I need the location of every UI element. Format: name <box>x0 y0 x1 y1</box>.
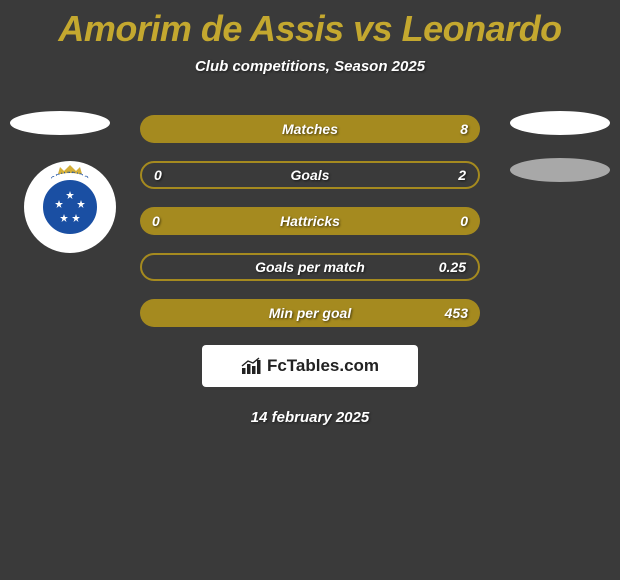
stat-label: Min per goal <box>140 305 480 321</box>
comparison-area: CRUZEIRO ESPORTE CLUBE Mat <box>0 115 620 426</box>
club-badge: CRUZEIRO ESPORTE CLUBE <box>24 161 116 253</box>
date-text: 14 february 2025 <box>0 409 620 426</box>
stat-label: Hattricks <box>140 213 480 229</box>
bar-chart-icon <box>241 357 263 375</box>
badge-inner-circle <box>36 173 104 241</box>
page-title: Amorim de Assis vs Leonardo <box>0 0 620 50</box>
player-photo-right-placeholder-1 <box>510 111 610 135</box>
player-photo-right-placeholder-2 <box>510 158 610 182</box>
stat-right-value: 453 <box>445 305 468 321</box>
stat-bar: Matches8 <box>140 115 480 143</box>
stat-left-value: 0 <box>154 167 162 183</box>
stat-right-value: 2 <box>458 167 466 183</box>
player-photo-left-placeholder <box>10 111 110 135</box>
stat-label: Goals per match <box>142 259 478 275</box>
brand-box: FcTables.com <box>202 345 418 387</box>
badge-outer-circle: CRUZEIRO ESPORTE CLUBE <box>24 161 116 253</box>
stat-bar: 0Hattricks0 <box>140 207 480 235</box>
stat-label: Matches <box>140 121 480 137</box>
brand-text: FcTables.com <box>267 356 379 376</box>
stat-bar: Goals per match0.25 <box>140 253 480 281</box>
stat-right-value: 8 <box>460 121 468 137</box>
stat-bar: Min per goal453 <box>140 299 480 327</box>
stat-bar: 0Goals2 <box>140 161 480 189</box>
subtitle: Club competitions, Season 2025 <box>0 58 620 75</box>
stat-label: Goals <box>142 167 478 183</box>
title-text: Amorim de Assis vs Leonardo <box>58 8 561 49</box>
stat-right-value: 0.25 <box>439 259 466 275</box>
stars-icon <box>50 187 90 227</box>
stat-left-value: 0 <box>152 213 160 229</box>
stat-right-value: 0 <box>460 213 468 229</box>
